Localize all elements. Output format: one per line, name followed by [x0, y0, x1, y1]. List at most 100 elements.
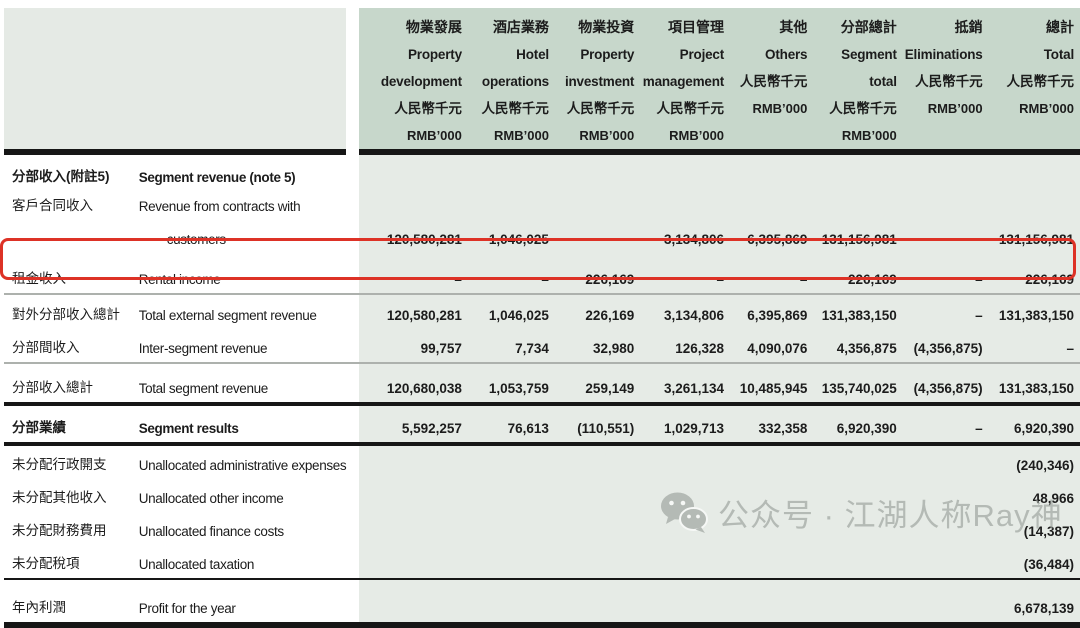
col-title-en1: Project — [679, 47, 725, 62]
col-unit-en: RMB’000 — [406, 128, 462, 143]
header-col-property-investment: 物業投資 Property investment 人民幣千元 RMB’000 — [554, 8, 641, 155]
cell-value — [359, 578, 468, 628]
cell-value: 1,046,025 — [467, 220, 555, 253]
row-rental-income: 租金收入 Rental income – – 226,169 – – 226,1… — [4, 253, 1080, 294]
row-label-zh: 分部間收入 — [12, 340, 80, 355]
row-label-en: Segment revenue (note 5) — [138, 170, 296, 185]
col-unit-zh: 人民幣千元 — [656, 101, 725, 116]
cell-value — [988, 191, 1080, 220]
row-label-zh: 對外分部收入總計 — [4, 293, 139, 329]
gutter — [346, 479, 360, 512]
cell-value: 3,134,806 — [640, 293, 731, 329]
gutter — [346, 404, 360, 446]
row-unallocated-other-income: 未分配其他收入 Unallocated other income 48,966 — [4, 479, 1080, 512]
cell-value: 4,090,076 — [730, 329, 814, 363]
row-label-en: Total external segment revenue — [138, 293, 347, 329]
row-revenue-from-contracts-line1: 客戶合同收入 Revenue from contracts with — [4, 191, 1080, 220]
row-label-zh: 分部收入總計 — [4, 362, 139, 406]
cell-value — [359, 152, 468, 191]
row-profit-for-the-year: 年內利潤 Profit for the year 6,678,139 — [4, 578, 1080, 628]
gutter — [346, 220, 360, 253]
row-label-zh: 分部業績 — [4, 404, 139, 446]
cell-value — [640, 191, 731, 220]
cell-value — [902, 512, 989, 545]
col-unit-en: RMB’000 — [579, 128, 635, 143]
row-label-en: Profit for the year — [138, 578, 347, 628]
col-unit-zh: 人民幣千元 — [394, 101, 462, 116]
cell-value: 1,046,025 — [467, 293, 555, 329]
row-label-en: Unallocated finance costs — [138, 524, 284, 539]
cell-value — [467, 512, 555, 545]
gutter — [346, 253, 360, 294]
cell-value — [640, 578, 731, 628]
col-title-en1: Property — [407, 47, 462, 62]
cell-value: 6,395,869 — [730, 220, 814, 253]
row-segment-results: 分部業績 Segment results 5,592,257 76,613 (1… — [4, 404, 1080, 446]
cell-value: 7,734 — [467, 329, 555, 363]
col-title-zh: 項目管理 — [668, 19, 725, 35]
row-label-en: Unallocated taxation — [138, 557, 255, 572]
cell-value — [813, 479, 903, 512]
row-total-external-segment-revenue: 對外分部收入總計 Total external segment revenue … — [4, 293, 1080, 329]
cell-value — [730, 444, 814, 479]
cell-value: (4,356,875) — [902, 329, 989, 363]
cell-value — [640, 479, 731, 512]
cell-value — [988, 152, 1080, 191]
cell-value: 259,149 — [554, 362, 641, 406]
gutter — [346, 362, 360, 406]
cell-value: 10,485,945 — [730, 362, 814, 406]
cell-value — [640, 444, 731, 479]
gutter — [346, 578, 360, 628]
cell-value: – — [902, 404, 989, 446]
cell-value: 48,966 — [988, 479, 1080, 512]
cell-value: 6,920,390 — [988, 404, 1080, 446]
gutter — [346, 293, 360, 329]
cell-value: 226,169 — [988, 253, 1080, 294]
cell-value: 332,358 — [730, 404, 814, 446]
row-label-zh: 未分配其他收入 — [12, 490, 107, 505]
cell-value — [902, 191, 989, 220]
row-label-en: Segment results — [138, 404, 347, 446]
col-title-en2: development — [380, 74, 462, 89]
cell-value: 76,613 — [467, 404, 555, 446]
header-gutter — [346, 8, 360, 152]
col-title-en1: Hotel — [516, 47, 549, 62]
row-label-zh: 未分配財務費用 — [12, 523, 107, 538]
cell-value: (4,356,875) — [902, 362, 989, 406]
cell-value: 226,169 — [813, 253, 903, 294]
cell-value — [813, 152, 903, 191]
col-title-en2: Total — [1043, 47, 1074, 62]
gutter — [346, 152, 360, 191]
gutter — [346, 329, 360, 363]
col-unit-zh: 人民幣千元 — [481, 101, 549, 116]
col-unit-en: RMB’000 — [494, 128, 549, 143]
row-total-segment-revenue: 分部收入總計 Total segment revenue 120,680,038… — [4, 362, 1080, 406]
cell-value: 99,757 — [359, 329, 468, 363]
cell-value — [554, 152, 641, 191]
col-unit-zh: 人民幣千元 — [739, 74, 808, 89]
cell-value — [902, 152, 989, 191]
col-title-en2: investment — [564, 74, 635, 89]
cell-value — [467, 545, 555, 579]
col-title-zh: 抵銷 — [954, 19, 983, 35]
cell-value — [902, 444, 989, 479]
col-unit-en: RMB’000 — [1019, 101, 1074, 116]
row-unallocated-finance-costs: 未分配財務費用 Unallocated finance costs (14,38… — [4, 512, 1080, 545]
col-title-en1: Segment — [841, 47, 897, 62]
col-unit-zh: 人民幣千元 — [1006, 74, 1075, 89]
cell-value: 1,053,759 — [467, 362, 555, 406]
cell-value: 3,261,134 — [640, 362, 731, 406]
gutter — [346, 545, 360, 579]
cell-value: 135,740,025 — [813, 362, 903, 406]
cell-value: 226,169 — [554, 253, 641, 294]
table-header-row: 物業發展 Property development 人民幣千元 RMB’000 … — [4, 8, 1080, 155]
cell-value: (36,484) — [988, 545, 1080, 579]
cell-value: – — [902, 220, 989, 253]
cell-value — [640, 152, 731, 191]
cell-value: 126,328 — [640, 329, 731, 363]
row-label-zh — [4, 220, 139, 253]
cell-value — [730, 152, 814, 191]
col-unit-zh: 人民幣千元 — [829, 101, 897, 116]
col-title-en2: operations — [481, 74, 549, 89]
cell-value — [730, 512, 814, 545]
